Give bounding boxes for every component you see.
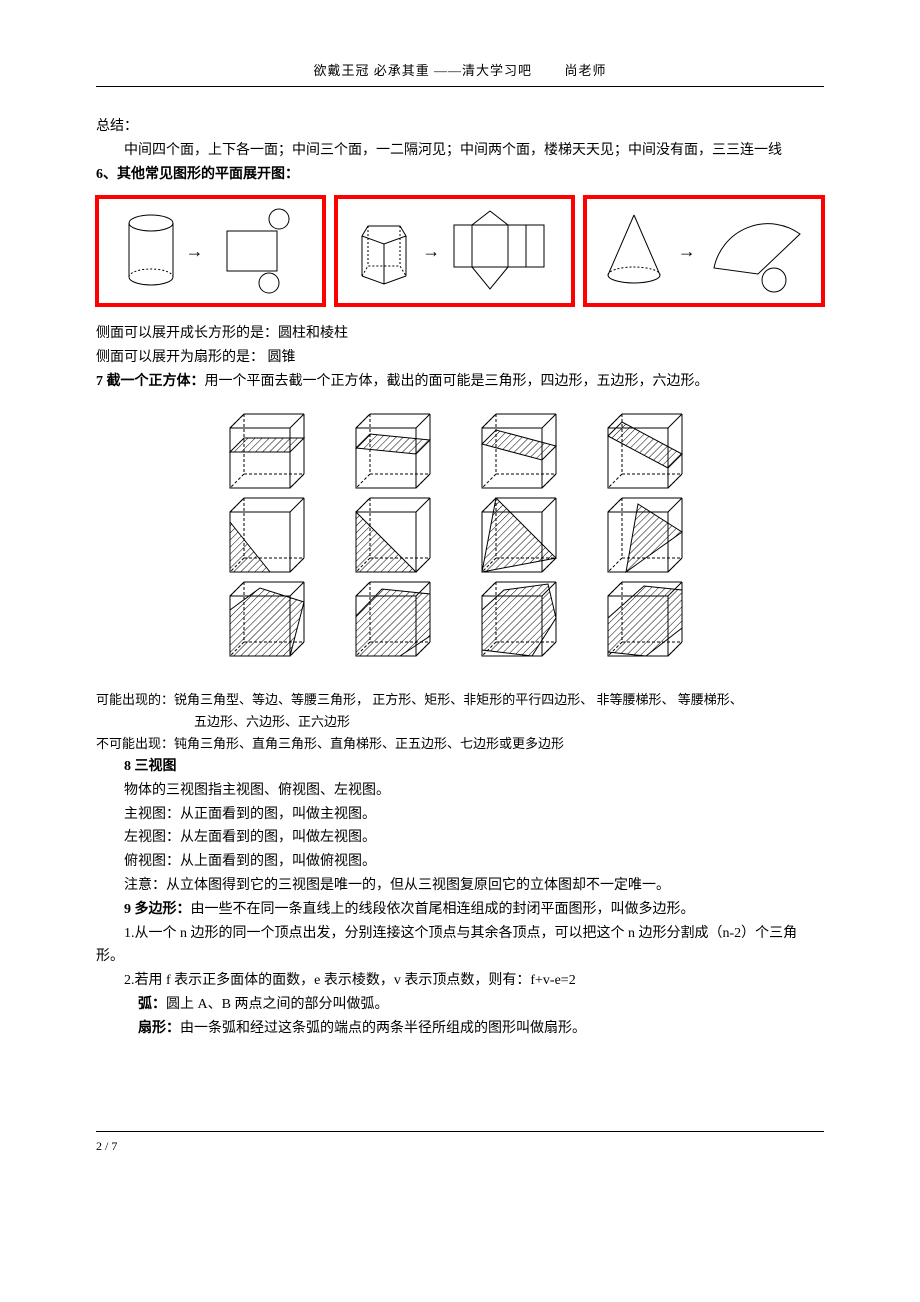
- fan-lead: 扇形：: [138, 1021, 180, 1036]
- sec6-title: 6、其他常见图形的平面展开图：: [96, 163, 824, 187]
- sec9-rest: 由一些不在同一条直线上的线段依次首尾相连组成的封闭平面图形，叫做多边形。: [191, 902, 695, 917]
- sec8-l4: 俯视图：从上面看到的图，叫做俯视图。: [96, 850, 824, 874]
- prism-unfold-box: →: [335, 196, 574, 306]
- prism-icon: [352, 208, 416, 294]
- possible-line3: 不可能出现：钝角三角形、直角三角形、直角梯形、正五边形、七边形或更多边形: [96, 733, 824, 755]
- possible-line2: 五边形、六边形、正六边形: [96, 711, 824, 733]
- cylinder-net-icon: [209, 207, 297, 295]
- sec7-lead: 7 截一个正方体：: [96, 374, 205, 389]
- cone-net-icon: [702, 208, 812, 294]
- fan-rest: 由一条弧和经过这条弧的端点的两条半径所组成的图形叫做扇形。: [180, 1021, 586, 1036]
- cube-sections-svg: [200, 402, 720, 662]
- arc-rest: 圆上 A、B 两点之间的部分叫做弧。: [166, 997, 388, 1012]
- sec9-fan: 扇形：由一条弧和经过这条弧的端点的两条半径所组成的图形叫做扇形。: [96, 1017, 824, 1041]
- sec9-l1: 1.从一个 n 边形的同一个顶点出发，分别连接这个顶点与其余各顶点，可以把这个 …: [96, 922, 824, 970]
- sec7-title: 7 截一个正方体：用一个平面去截一个正方体，截出的面可能是三角形，四边形，五边形…: [96, 370, 824, 394]
- cone-unfold-box: →: [584, 196, 824, 306]
- sec7-rest: 用一个平面去截一个正方体，截出的面可能是三角形，四边形，五边形，六边形。: [205, 374, 709, 389]
- sec8-l1: 物体的三视图指主视图、俯视图、左视图。: [96, 779, 824, 803]
- header-right: 尚老师: [565, 63, 607, 78]
- page-header: 欲戴王冠 必承其重 ——清大学习吧 尚老师: [96, 60, 824, 82]
- sec8-l5: 注意：从立体图得到它的三视图是唯一的，但从三视图复原回它的立体图却不一定唯一。: [96, 874, 824, 898]
- cone-icon: [596, 209, 672, 293]
- summary-text: 中间四个面，上下各一面；中间三个面，一二隔河见；中间两个面，楼梯天天见；中间没有…: [96, 139, 824, 163]
- page-footer: 2 / 7: [96, 1131, 824, 1156]
- cube-sections-figure: [96, 402, 824, 671]
- arrow-icon: →: [678, 242, 696, 260]
- sec9-l2: 2.若用 f 表示正多面体的面数，e 表示棱数，v 表示顶点数，则有：f+v-e…: [96, 969, 824, 993]
- sec9-title: 9 多边形：由一些不在同一条直线上的线段依次首尾相连组成的封闭平面图形，叫做多边…: [96, 898, 824, 922]
- unfold-line2: 侧面可以展开为扇形的是： 圆锥: [96, 346, 824, 370]
- header-left: 欲戴王冠 必承其重 ——清大学习吧: [313, 63, 532, 78]
- page-number: 2 / 7: [96, 1139, 117, 1153]
- sec8-l3: 左视图：从左面看到的图，叫做左视图。: [96, 826, 824, 850]
- sec8-title: 8 三视图: [96, 755, 824, 779]
- summary-label: 总结：: [96, 115, 824, 139]
- unfolding-figures-row: → →: [96, 196, 824, 306]
- header-rule: [96, 86, 824, 87]
- sec9-arc: 弧：圆上 A、B 两点之间的部分叫做弧。: [96, 993, 824, 1017]
- cylinder-icon: [123, 211, 179, 291]
- possible-line1: 可能出现的：锐角三角型、等边、等腰三角形， 正方形、矩形、非矩形的平行四边形、 …: [96, 689, 824, 711]
- arrow-icon: →: [185, 242, 203, 260]
- arrow-icon: →: [422, 242, 440, 260]
- cylinder-unfold-box: →: [96, 196, 325, 306]
- sec9-lead: 9 多边形：: [124, 902, 191, 917]
- arc-lead: 弧：: [138, 997, 166, 1012]
- prism-net-icon: [446, 207, 556, 295]
- sec8-l2: 主视图：从正面看到的图，叫做主视图。: [96, 803, 824, 827]
- unfold-line1: 侧面可以展开成长方形的是：圆柱和棱柱: [96, 322, 824, 346]
